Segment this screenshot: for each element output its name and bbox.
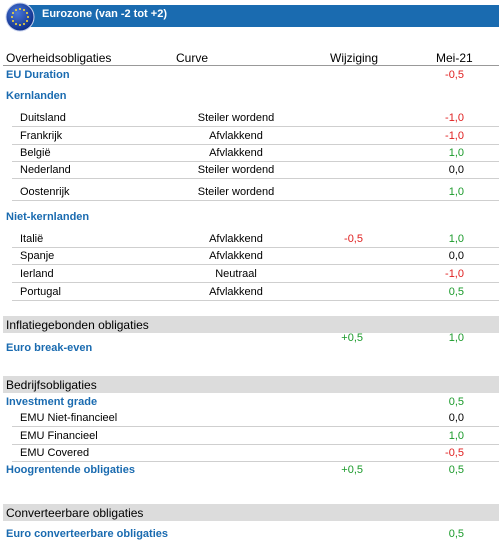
emu-financieel-label: EMU Financieel — [20, 430, 98, 442]
row-divider — [12, 300, 499, 301]
curve-italie: Afvlakkend — [209, 233, 263, 245]
eu-duration-value: -0,5 — [445, 69, 464, 81]
row-divider — [12, 444, 499, 445]
value-spanje: 0,0 — [448, 250, 464, 262]
euro-break-even-label: Euro break-even — [6, 342, 93, 354]
eu-duration-label: EU Duration — [6, 69, 70, 81]
section-bedrijf-bar — [3, 376, 499, 393]
euro-converteerbare-label: Euro converteerbare obligaties — [6, 528, 168, 540]
row-divider — [12, 144, 499, 145]
curve-portugal: Afvlakkend — [209, 286, 263, 298]
change-italie: -0,5 — [344, 233, 363, 245]
value-italie: 1,0 — [448, 233, 464, 245]
curve-frankrijk: Afvlakkend — [209, 130, 263, 142]
country-italie: Italië — [20, 233, 44, 245]
investment-grade-label: Investment grade — [6, 396, 98, 408]
value-emu-covered: -0,5 — [445, 447, 464, 459]
col-curve: Curve — [176, 51, 209, 65]
page-header: Eurozone (van -2 tot +2) — [0, 0, 503, 32]
section-inflatie-title: Inflatiegebonden obligaties — [6, 318, 149, 332]
country-frankrijk: Frankrijk — [20, 130, 63, 142]
value-belgie: 1,0 — [448, 147, 464, 159]
header-rule — [3, 65, 499, 66]
value-emu-financieel: 1,0 — [448, 430, 464, 442]
header-band — [22, 5, 499, 27]
row-divider — [12, 126, 499, 127]
row-divider — [12, 461, 499, 462]
country-duitsland: Duitsland — [20, 112, 66, 124]
row-divider — [12, 161, 499, 162]
section-conv-bar — [3, 504, 499, 521]
value-duitsland: -1,0 — [445, 112, 464, 124]
value-emu-niet-financieel: 0,0 — [448, 412, 464, 424]
row-divider — [12, 264, 499, 265]
value-ierland: -1,0 — [445, 268, 464, 280]
curve-oostenrijk: Steiler wordend — [197, 186, 275, 198]
section-bedrijf-title: Bedrijfsobligaties — [6, 378, 97, 392]
col-mei21: Mei-21 — [436, 51, 473, 65]
row-divider — [12, 178, 499, 179]
value-frankrijk: -1,0 — [445, 130, 464, 142]
emu-niet-financieel-label: EMU Niet-financieel — [20, 412, 118, 424]
value-nederland: 0,0 — [448, 164, 464, 176]
kernlanden-label: Kernlanden — [6, 90, 67, 102]
value-euro-break-even: 1,0 — [448, 332, 464, 344]
header-title: Eurozone (van -2 tot +2) — [42, 8, 167, 20]
col-overheidsobligaties: Overheidsobligaties — [6, 51, 112, 65]
value-portugal: 0,5 — [448, 286, 464, 298]
curve-nederland: Steiler wordend — [197, 164, 275, 176]
change-hoogrentende: +0,5 — [341, 464, 363, 476]
country-belgie: België — [20, 147, 51, 159]
row-divider — [12, 282, 499, 283]
country-portugal: Portugal — [20, 286, 61, 298]
change-euro-break-even: +0,5 — [341, 332, 363, 344]
value-investment-grade: 0,5 — [448, 396, 464, 408]
value-euro-converteerbare: 0,5 — [448, 528, 464, 540]
curve-spanje: Afvlakkend — [209, 250, 263, 262]
country-spanje: Spanje — [20, 250, 55, 262]
section-conv-title: Converteerbare obligaties — [6, 506, 144, 520]
country-ierland: Ierland — [20, 268, 54, 280]
country-oostenrijk: Oostenrijk — [20, 186, 70, 198]
niet-kernlanden-label: Niet-kernlanden — [6, 211, 90, 223]
hoogrentende-label: Hoogrentende obligaties — [6, 464, 135, 476]
curve-ierland: Neutraal — [215, 268, 257, 280]
section-inflatie-bar — [3, 316, 499, 333]
eu-flag-globe-icon — [5, 2, 35, 32]
col-wijziging: Wijziging — [330, 51, 379, 65]
curve-belgie: Afvlakkend — [209, 147, 263, 159]
emu-covered-label: EMU Covered — [20, 447, 90, 459]
row-divider — [12, 426, 499, 427]
curve-duitsland: Steiler wordend — [197, 112, 275, 124]
row-divider — [12, 200, 499, 201]
row-divider — [12, 247, 499, 248]
country-nederland: Nederland — [20, 164, 71, 176]
value-oostenrijk: 1,0 — [448, 186, 464, 198]
value-hoogrentende: 0,5 — [448, 464, 464, 476]
